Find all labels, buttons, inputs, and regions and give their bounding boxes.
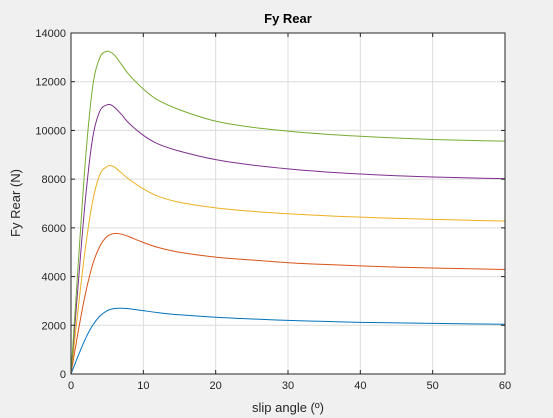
series-layer [70, 50, 506, 375]
series-line-4 [70, 103, 506, 375]
x-tick-label: 0 [68, 380, 74, 392]
series-line-1 [70, 307, 506, 375]
y-tick-label: 6000 [42, 223, 66, 235]
ticks: 0 10 20 30 40 50 60 0 2000 4000 6000 8000 10000 12000… [35, 28, 511, 392]
x-tick-label: 10 [137, 380, 149, 392]
x-tick-label: 60 [499, 380, 511, 392]
x-tick-label: 30 [282, 380, 294, 392]
series-line-2 [70, 232, 506, 375]
y-tick-label: 14000 [35, 28, 66, 40]
y-axis-title: Fy Rear (N) [8, 169, 23, 237]
y-tick-label: 10000 [35, 125, 66, 137]
x-tick-label: 40 [354, 380, 366, 392]
y-tick-label: 12000 [35, 77, 66, 89]
x-tick-label: 50 [427, 380, 439, 392]
y-tick-label: 4000 [42, 272, 66, 284]
series-line-5 [70, 50, 506, 375]
x-axis-title: slip angle (º) [252, 400, 324, 415]
y-tick-label: 0 [60, 369, 66, 381]
chart-title: Fy Rear [264, 11, 312, 26]
x-tick-label: 20 [210, 380, 222, 392]
y-tick-label: 2000 [42, 320, 66, 332]
grid [71, 33, 505, 374]
y-tick-label: 8000 [42, 174, 66, 186]
series-line-3 [70, 165, 506, 375]
